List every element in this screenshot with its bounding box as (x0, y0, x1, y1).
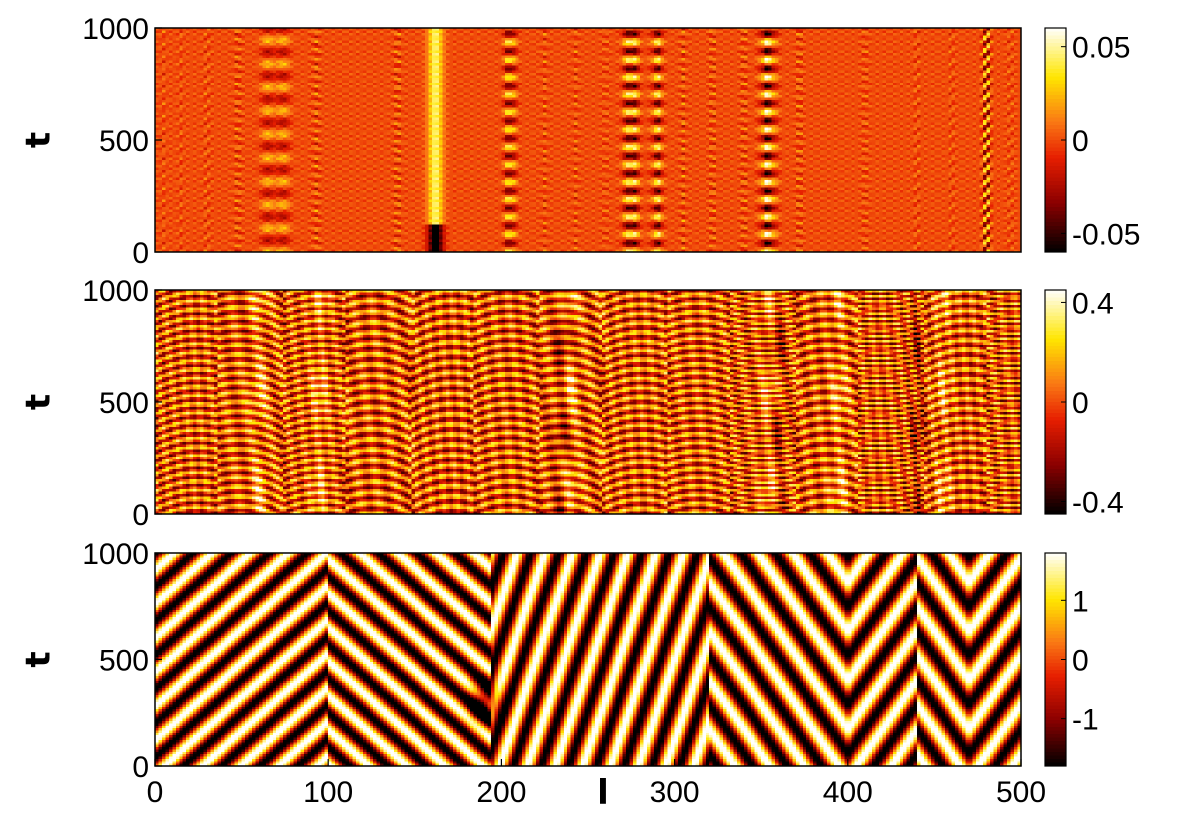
heatmap-top (155, 28, 1022, 253)
